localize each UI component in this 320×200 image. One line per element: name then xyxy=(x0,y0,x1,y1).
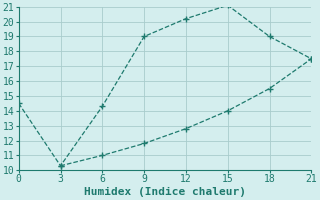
X-axis label: Humidex (Indice chaleur): Humidex (Indice chaleur) xyxy=(84,187,246,197)
